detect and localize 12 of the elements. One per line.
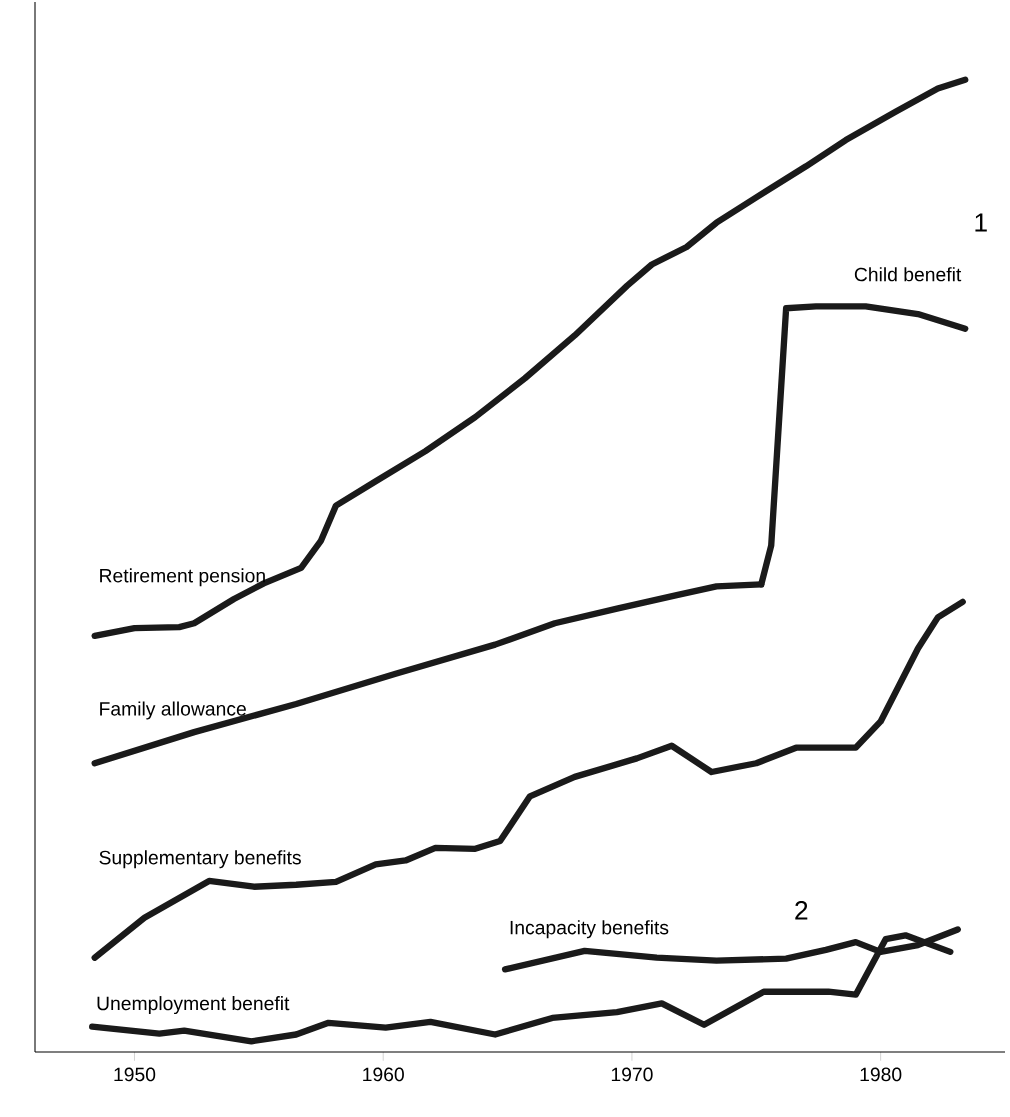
x-tick-label: 1950: [114, 1067, 156, 1082]
x-tick-label: 1980: [860, 1067, 902, 1082]
x-tick-label: 1970: [611, 1067, 653, 1082]
annotation: 2: [795, 901, 808, 920]
series-label: Family allowance: [100, 701, 246, 720]
series-label: Unemployment benefit: [97, 996, 290, 1015]
annotation: 1: [975, 213, 987, 232]
x-tick-label: 1960: [363, 1067, 404, 1082]
series-label: Incapacity benefits: [510, 920, 669, 939]
series-label: Child benefit: [854, 267, 962, 282]
series-label: Retirement pension: [100, 568, 265, 587]
series-label: Supplementary benefits: [99, 850, 301, 869]
